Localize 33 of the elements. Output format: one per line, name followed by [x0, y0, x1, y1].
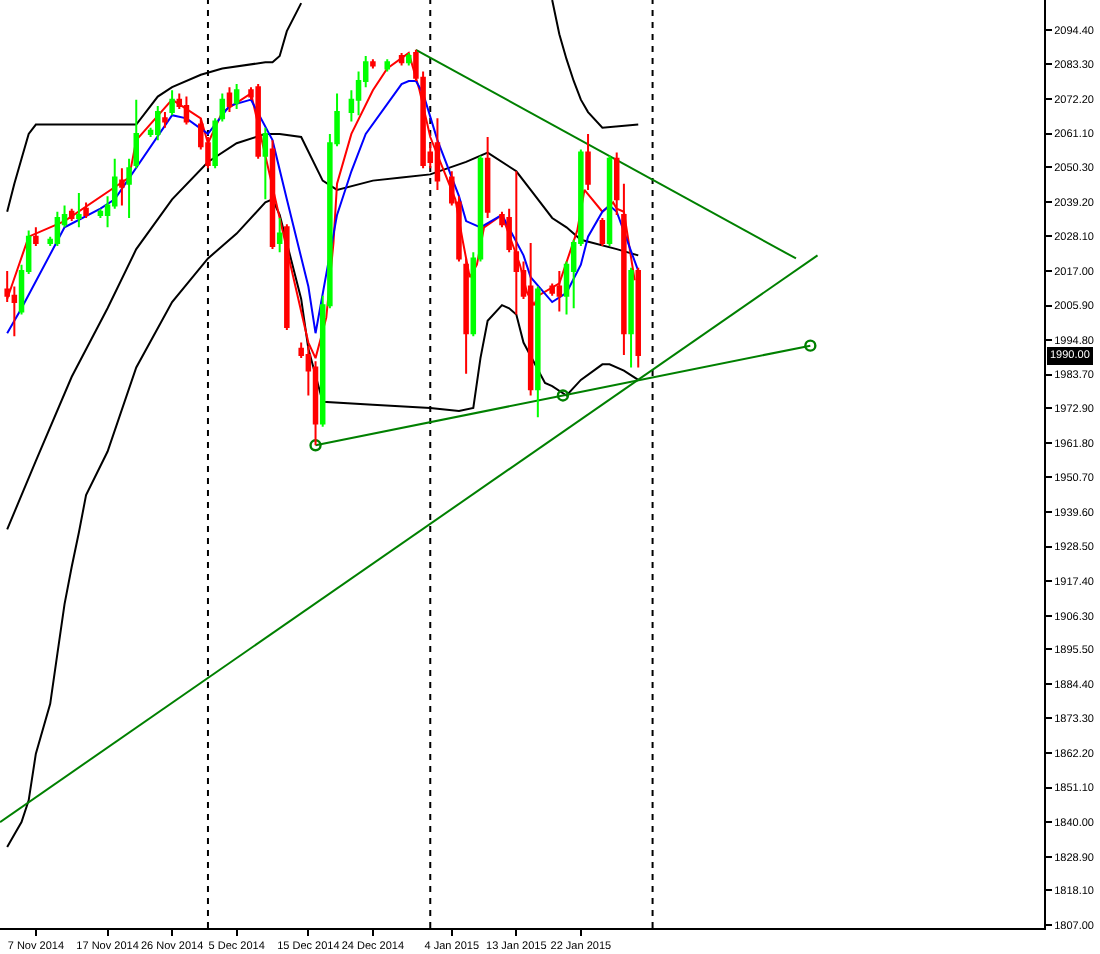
- point: [556, 389, 570, 402]
- candlestick: [628, 266, 634, 369]
- candlestick: [183, 95, 190, 126]
- candlestick: [76, 192, 82, 229]
- candlestick: [434, 117, 441, 191]
- candlestick: [169, 89, 175, 117]
- point: [804, 339, 817, 352]
- candlestick: [68, 207, 75, 223]
- line-series: [6, 79, 640, 335]
- candlestick: [284, 223, 290, 332]
- candlestick: [585, 132, 591, 191]
- candlestick: [535, 285, 541, 419]
- candlestick: [233, 83, 240, 110]
- candlestick: [226, 86, 233, 114]
- candlestick: [599, 216, 606, 248]
- candlestick: [406, 51, 412, 67]
- candlestick: [83, 201, 89, 219]
- candlestick: [162, 111, 168, 129]
- point: [309, 439, 322, 452]
- candlestick: [255, 83, 261, 160]
- candlestick: [269, 139, 276, 251]
- candlestick: [556, 269, 563, 313]
- candlestick: [33, 226, 39, 248]
- candlestick: [606, 154, 613, 248]
- candlestick: [384, 58, 390, 73]
- candlestick: [276, 216, 283, 254]
- candlestick: [484, 136, 491, 219]
- candlestick: [155, 104, 161, 142]
- candlestick: [54, 210, 61, 248]
- candlestick: [370, 58, 376, 70]
- candlestick: [513, 170, 520, 316]
- candlestick: [119, 167, 125, 207]
- candlestick: [262, 126, 269, 201]
